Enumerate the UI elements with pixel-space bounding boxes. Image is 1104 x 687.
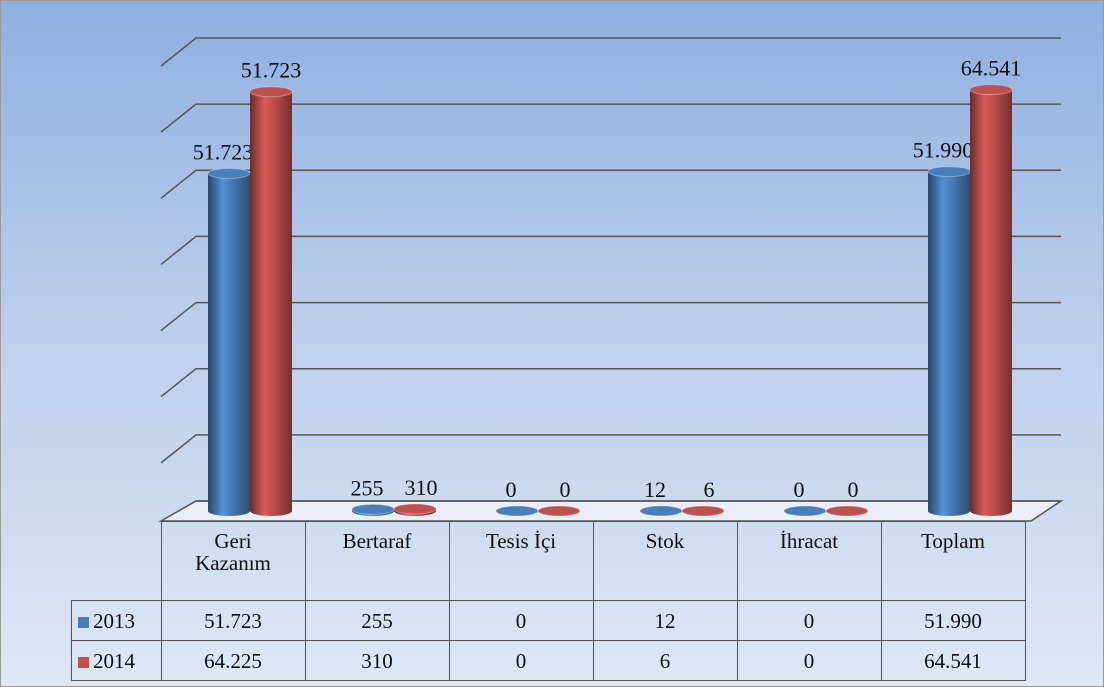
bar-top (207, 167, 251, 179)
header-cell: Tesis İçi (448, 521, 594, 601)
bar-top (783, 505, 827, 517)
bar (208, 168, 250, 516)
data-label: 310 (405, 475, 438, 500)
category-label: Bertaraf (342, 529, 412, 553)
table-cell: 0 (448, 600, 594, 641)
data-label: 51.723 (193, 139, 254, 164)
legend-swatch (78, 656, 89, 668)
legend-cell: 2013 (71, 600, 162, 641)
legend-cell: 2014 (71, 640, 162, 681)
grid-line (160, 37, 1061, 67)
table-cell: 51.990 (880, 600, 1026, 641)
header-cell: Toplam (880, 521, 1026, 601)
data-label: 6 (704, 477, 715, 502)
bar-top (825, 505, 869, 517)
bar (928, 166, 970, 516)
bar-top (393, 503, 437, 515)
bar (970, 84, 1012, 517)
bar (250, 86, 292, 516)
table-cell: 255 (304, 600, 450, 641)
bar-top (681, 505, 725, 517)
data-label: 0 (506, 477, 517, 502)
floor (158, 500, 1064, 522)
data-label: 51.723 (241, 58, 302, 83)
legend-label: 2014 (93, 648, 135, 673)
grid-line (160, 301, 1061, 332)
legend-label: 2013 (93, 608, 135, 633)
grid-line (160, 434, 1061, 464)
header-cell: İhracat (736, 521, 882, 601)
bar-top (639, 505, 683, 517)
bar-top (495, 505, 539, 517)
data-label: 0 (848, 477, 859, 502)
table-cell: 0 (736, 640, 882, 681)
data-label: 12 (644, 477, 666, 502)
data-label: 0 (794, 477, 805, 502)
data-label: 255 (351, 475, 384, 500)
legend-swatch (78, 616, 89, 628)
header-row: Geri Kazanım Bertaraf Tesis İçi Stok İhracat… (72, 521, 1026, 601)
grid-line (160, 103, 1061, 133)
data-label: 0 (560, 477, 571, 502)
data-label: 64.541 (961, 56, 1022, 81)
header-cell: Stok (592, 521, 738, 601)
data-label: 51.990 (913, 138, 974, 163)
table-cell: 0 (736, 600, 882, 641)
header-cell: Geri Kazanım (160, 521, 306, 601)
category-label: Stok (645, 529, 685, 553)
table-cell: 51.723 (160, 600, 306, 641)
series-row: 2013 51.723 255 0 12 0 51.990 (71, 600, 1026, 641)
bar-top (351, 503, 395, 515)
series-row: 2014 64.225 310 0 6 0 64.541 (71, 640, 1026, 681)
bar-top (249, 86, 293, 98)
category-label: Toplam (921, 529, 985, 553)
grid-line (160, 235, 1061, 266)
table-cell: 64.541 (880, 640, 1026, 681)
bar-top (969, 84, 1013, 96)
table-cell: 64.225 (160, 640, 306, 681)
table-cell: 6 (592, 640, 738, 681)
category-label: Tesis İçi (485, 529, 557, 553)
table-cell: 12 (592, 600, 738, 641)
bar-top (927, 166, 971, 178)
corner-cell (72, 522, 162, 601)
category-label: İhracat (779, 529, 839, 553)
grid-line (160, 367, 1061, 398)
grid-line (160, 169, 1061, 199)
data-table: Geri Kazanım Bertaraf Tesis İçi Stok İhracat… (71, 521, 1026, 681)
category-label: Geri Kazanım (195, 529, 271, 575)
header-cell: Bertaraf (304, 521, 450, 601)
table-cell: 310 (304, 640, 450, 681)
table-cell: 0 (448, 640, 594, 681)
bar-top (537, 505, 581, 517)
